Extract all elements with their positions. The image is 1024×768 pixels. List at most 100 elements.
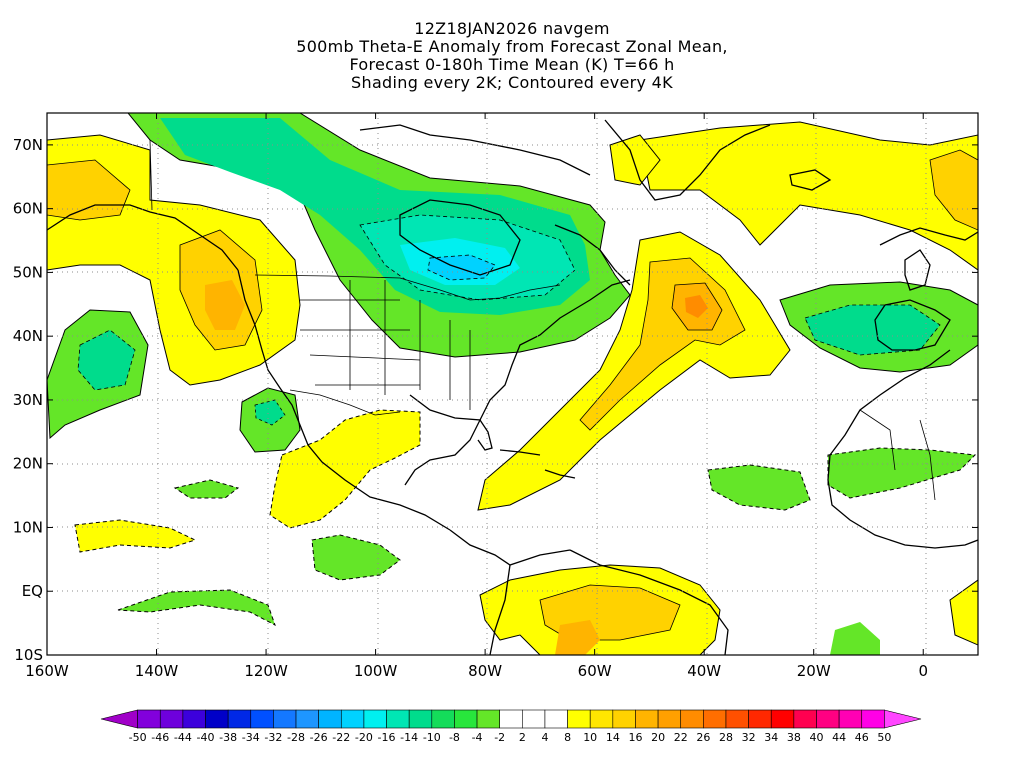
colorbar-label: -40: [197, 731, 215, 744]
colorbar-label: -10: [423, 731, 441, 744]
lon-tick-label: 120W: [244, 662, 288, 680]
colorbar-swatch: [748, 709, 772, 729]
colorbar-swatch: [703, 709, 727, 729]
colorbar-label: -20: [355, 731, 373, 744]
anomaly-region-atlantic-plume-peak: [685, 295, 708, 318]
colorbar-label: 32: [742, 731, 756, 744]
colorbar-swatch: [227, 709, 252, 729]
coastline-arctic-islands: [359, 124, 591, 176]
lon-tick-label: 40W: [687, 662, 721, 680]
colorbar-label: 10: [583, 731, 597, 744]
colorbar-swatch: [363, 709, 387, 729]
colorbar-swatch: [476, 709, 500, 729]
anomaly-region-south-atlantic-positive: [949, 579, 978, 646]
coastline-west-north-america: [237, 269, 451, 531]
anomaly-region-south-america-max: [555, 620, 600, 655]
colorbar-label: -44: [174, 731, 192, 744]
lon-tick-label: 60W: [578, 662, 612, 680]
colorbar-swatch: [522, 709, 546, 729]
coastline-europe: [879, 227, 978, 246]
colorbar-swatch: [680, 709, 704, 729]
colorbar-label: -38: [219, 731, 237, 744]
latitude-axis: 70N 60N 50N 40N 30N 20N 10N EQ 10S: [13, 136, 978, 664]
colorbar-swatch: [499, 709, 523, 729]
colorbar-swatch: [635, 709, 659, 729]
lat-tick-label: EQ: [22, 582, 43, 600]
colorbar-swatch: [137, 709, 161, 729]
colorbar-swatch: [838, 709, 863, 729]
colorbar-swatch: [544, 709, 568, 729]
anomaly-region-greenland-positive: [639, 121, 978, 271]
coastline-iceland: [789, 169, 832, 191]
coastline-north-africa: [827, 349, 978, 549]
lat-tick-label: 60N: [13, 200, 43, 218]
lat-tick-label: 40N: [13, 327, 43, 345]
anomaly-region-pacific-tropical-positive: [74, 519, 197, 553]
colorbar-labels: -50 -46 -44 -40 -38 -34 -32 -28 -26 -22 -20 -16 -14-…: [129, 731, 892, 744]
colorbar-label: 14: [606, 731, 620, 744]
lon-tick-label: 160W: [25, 662, 69, 680]
longitude-axis: 160W 140W 120W 100W 80W 60W 40W 20W 0: [25, 113, 928, 680]
anomaly-region-tropical-negative-1: [311, 534, 401, 581]
border-africa-countries: [859, 409, 936, 501]
colorbar-label: 44: [832, 731, 846, 744]
colorbar-label: 34: [764, 731, 778, 744]
border-us-canada: [254, 274, 561, 301]
plot-frame: [46, 112, 979, 656]
colorbar-swatch: [567, 709, 591, 729]
shading-label: Shading every 2K; Contoured every 4K: [351, 73, 673, 92]
colorbar-swatch: [861, 709, 885, 729]
anomaly-region-tropical-negative-3: [173, 479, 240, 499]
colorbar-swatch: [408, 709, 433, 729]
lat-tick-label: 70N: [13, 136, 43, 154]
colorbar-label: 20: [651, 731, 665, 744]
colorbar-swatch: [100, 709, 138, 729]
lon-tick-label: 0: [918, 662, 928, 680]
colorbar-label: -14: [400, 731, 418, 744]
anomaly-region-pacific-core: [77, 329, 136, 391]
colorbar-swatch: [431, 709, 455, 729]
colorbar: [100, 709, 922, 729]
coastline-gulf-of-mexico: [404, 394, 482, 486]
colorbar-label: 50: [877, 731, 891, 744]
colorbar-label: -4: [472, 731, 483, 744]
coastline-iberia: [874, 299, 951, 351]
coastline-labrador: [554, 224, 631, 286]
coastline-central-america: [449, 529, 571, 566]
colorbar-swatch: [340, 709, 365, 729]
anomaly-region-atlantic-core: [804, 304, 941, 356]
anomaly-region-west-coast-max: [205, 280, 245, 330]
coastline-hudson-bay: [399, 199, 521, 276]
lon-tick-label: 20W: [797, 662, 831, 680]
lon-tick-label: 80W: [468, 662, 502, 680]
anomaly-region-canada-east-positive: [609, 134, 661, 186]
colorbar-label: 22: [674, 731, 688, 744]
coastline-caribbean-islands: [499, 449, 576, 479]
coastline-east-us: [479, 279, 631, 421]
coastline-uk: [904, 249, 931, 291]
graticule-grid: [47, 113, 978, 655]
colorbar-swatch: [884, 709, 922, 729]
colorbar-label: 8: [564, 731, 571, 744]
colorbar-label: -50: [129, 731, 147, 744]
borders-layer: [149, 139, 936, 501]
field-label: 500mb Theta-E Anomaly from Forecast Zona…: [296, 37, 728, 56]
period-label: Forecast 0-180h Time Mean (K) T=66 h: [349, 55, 675, 74]
lon-tick-label: 100W: [354, 662, 398, 680]
colorbar-label: 38: [787, 731, 801, 744]
colorbar-swatch: [657, 709, 682, 729]
border-alaska-canada: [149, 139, 153, 211]
lat-tick-label: 20N: [13, 455, 43, 473]
coastline-greenland: [604, 119, 771, 201]
colorbar-label: 46: [855, 731, 869, 744]
anomaly-region-africa-negative: [827, 447, 977, 499]
colorbar-label: -46: [151, 731, 169, 744]
lat-tick-label: 50N: [13, 263, 43, 281]
coastlines-layer: [47, 119, 978, 655]
colorbar-swatch: [612, 709, 636, 729]
colorbar-label: 40: [809, 731, 823, 744]
lon-tick-label: 140W: [135, 662, 179, 680]
coastline-south-america: [569, 549, 729, 655]
colorbar-swatch: [182, 709, 206, 729]
